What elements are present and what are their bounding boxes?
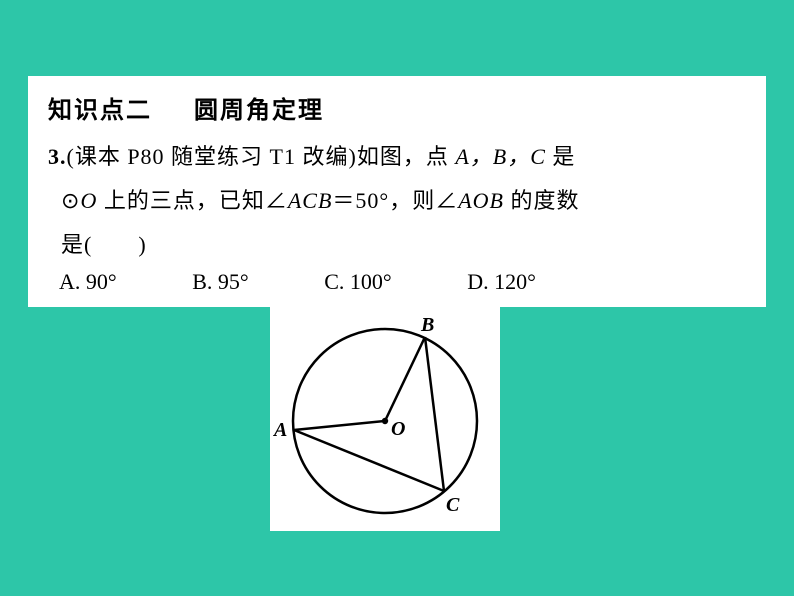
q-circle-o: O [80, 188, 97, 213]
question-number: 3. [48, 144, 67, 169]
q-line2-mid: 上的三点，已知∠ [97, 188, 288, 213]
q-line1-end: 是 [546, 144, 576, 169]
heading: 知识点二 圆周角定理 [48, 90, 746, 125]
svg-text:C: C [446, 494, 460, 516]
heading-part1: 知识点二 [48, 98, 152, 124]
question-text: 3.(课本 P80 随堂练习 T1 改编)如图，点 A，B，C 是 ⊙O 上的三… [48, 135, 746, 267]
q-eq: ＝50°，则∠ [332, 188, 458, 213]
svg-text:A: A [272, 419, 287, 441]
heading-part2: 圆周角定理 [194, 98, 324, 124]
question-source: (课本 P80 随堂练习 T1 改编) [67, 144, 357, 169]
option-a-value: 90° [86, 269, 117, 294]
option-b-value: 95° [218, 269, 249, 294]
option-c-value: 100° [350, 269, 392, 294]
option-d-label: D. [467, 269, 488, 294]
option-a-label: A. [59, 269, 80, 294]
option-b-label: B. [192, 269, 212, 294]
svg-text:B: B [420, 314, 434, 336]
diagram-svg: A B C O [270, 306, 500, 531]
q-line1-suffix: 如图，点 [357, 144, 456, 169]
option-c-label: C. [324, 269, 344, 294]
circle-diagram: A B C O [270, 306, 500, 531]
svg-text:O: O [391, 418, 405, 440]
options-row: A. 90° B. 95° C. 100° D. 120° [48, 269, 746, 295]
q-vars1: A，B，C [455, 144, 546, 169]
option-d: D. 120° [467, 269, 536, 295]
q-angle2: AOB [458, 188, 504, 213]
option-d-value: 120° [494, 269, 536, 294]
option-c: C. 100° [324, 269, 392, 295]
q-line3: 是( ) [61, 232, 147, 257]
option-b: B. 95° [192, 269, 249, 295]
q-angle1: ACB [288, 188, 333, 213]
option-a: A. 90° [59, 269, 117, 295]
question-box: 知识点二 圆周角定理 3.(课本 P80 随堂练习 T1 改编)如图，点 A，B… [28, 76, 766, 307]
q-line2-prefix: ⊙ [61, 188, 80, 213]
q-line2-end: 的度数 [504, 188, 580, 213]
